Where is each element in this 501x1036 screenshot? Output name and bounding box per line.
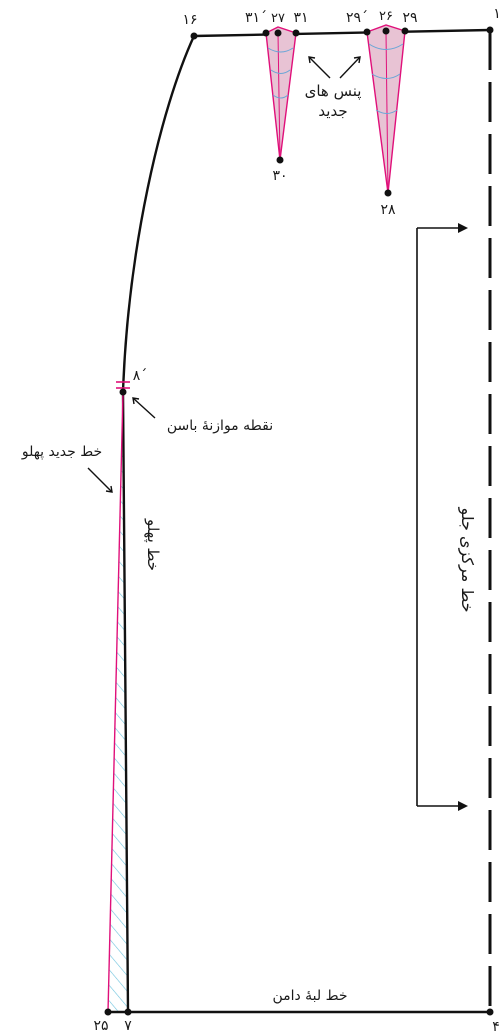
point-31p bbox=[262, 29, 270, 37]
waist-line bbox=[193, 28, 491, 38]
point-28 bbox=[384, 189, 392, 197]
label-p26: ۲۶ bbox=[379, 9, 393, 24]
new-side-arrow bbox=[87, 467, 113, 493]
label-p1: ۱ bbox=[493, 6, 501, 22]
point-30 bbox=[276, 156, 284, 164]
point-8p bbox=[119, 388, 127, 396]
point-27 bbox=[274, 29, 282, 37]
label-p31p: ۳۱´ bbox=[245, 10, 267, 26]
label-p29: ۲۹ bbox=[402, 10, 417, 26]
label-center-front: خط مرکزی جلو bbox=[457, 506, 477, 612]
side-hatch-area bbox=[108, 392, 128, 1012]
label-p25: ۲۵ bbox=[93, 1018, 108, 1034]
label-new-darts-1: پنس های bbox=[305, 82, 362, 101]
center-front-bracket bbox=[416, 223, 468, 811]
label-p8p: ۸´ bbox=[133, 368, 148, 384]
dart-arrows bbox=[308, 56, 361, 79]
label-p31: ۳۱ bbox=[293, 10, 308, 26]
label-p4: ۴ bbox=[492, 1019, 500, 1035]
label-p16: ۱۶ bbox=[182, 12, 197, 28]
label-new-darts-2: جدید bbox=[318, 102, 347, 120]
label-p30: ۳۰ bbox=[272, 168, 287, 184]
point-29p bbox=[363, 28, 371, 36]
label-hip-balance: نقطه موازنهٔ باسن bbox=[167, 418, 273, 434]
dart-left bbox=[265, 26, 297, 161]
label-p28: ۲۸ bbox=[380, 202, 396, 218]
point-4 bbox=[486, 1008, 494, 1016]
point-1 bbox=[486, 26, 494, 34]
dart-right bbox=[366, 24, 406, 194]
point-7 bbox=[124, 1008, 132, 1016]
point-29 bbox=[401, 27, 409, 35]
point-16 bbox=[190, 32, 198, 40]
label-p27: ۲۷ bbox=[271, 11, 285, 26]
hip-balance-arrow bbox=[132, 397, 156, 419]
point-31 bbox=[292, 29, 300, 37]
label-side-line: خط پهلو bbox=[143, 518, 162, 571]
label-p29p: ۲۹´ bbox=[346, 10, 368, 26]
new-side-line bbox=[107, 391, 124, 1013]
point-26 bbox=[382, 27, 390, 35]
hip-balance-notch bbox=[116, 381, 130, 389]
side-curve bbox=[121, 35, 196, 1013]
label-new-side-line: خط جدید پهلو bbox=[21, 444, 102, 460]
point-25 bbox=[104, 1008, 112, 1016]
label-hem-line: خط لبهٔ دامن bbox=[272, 988, 347, 1004]
label-p7: ۷ bbox=[124, 1018, 132, 1034]
